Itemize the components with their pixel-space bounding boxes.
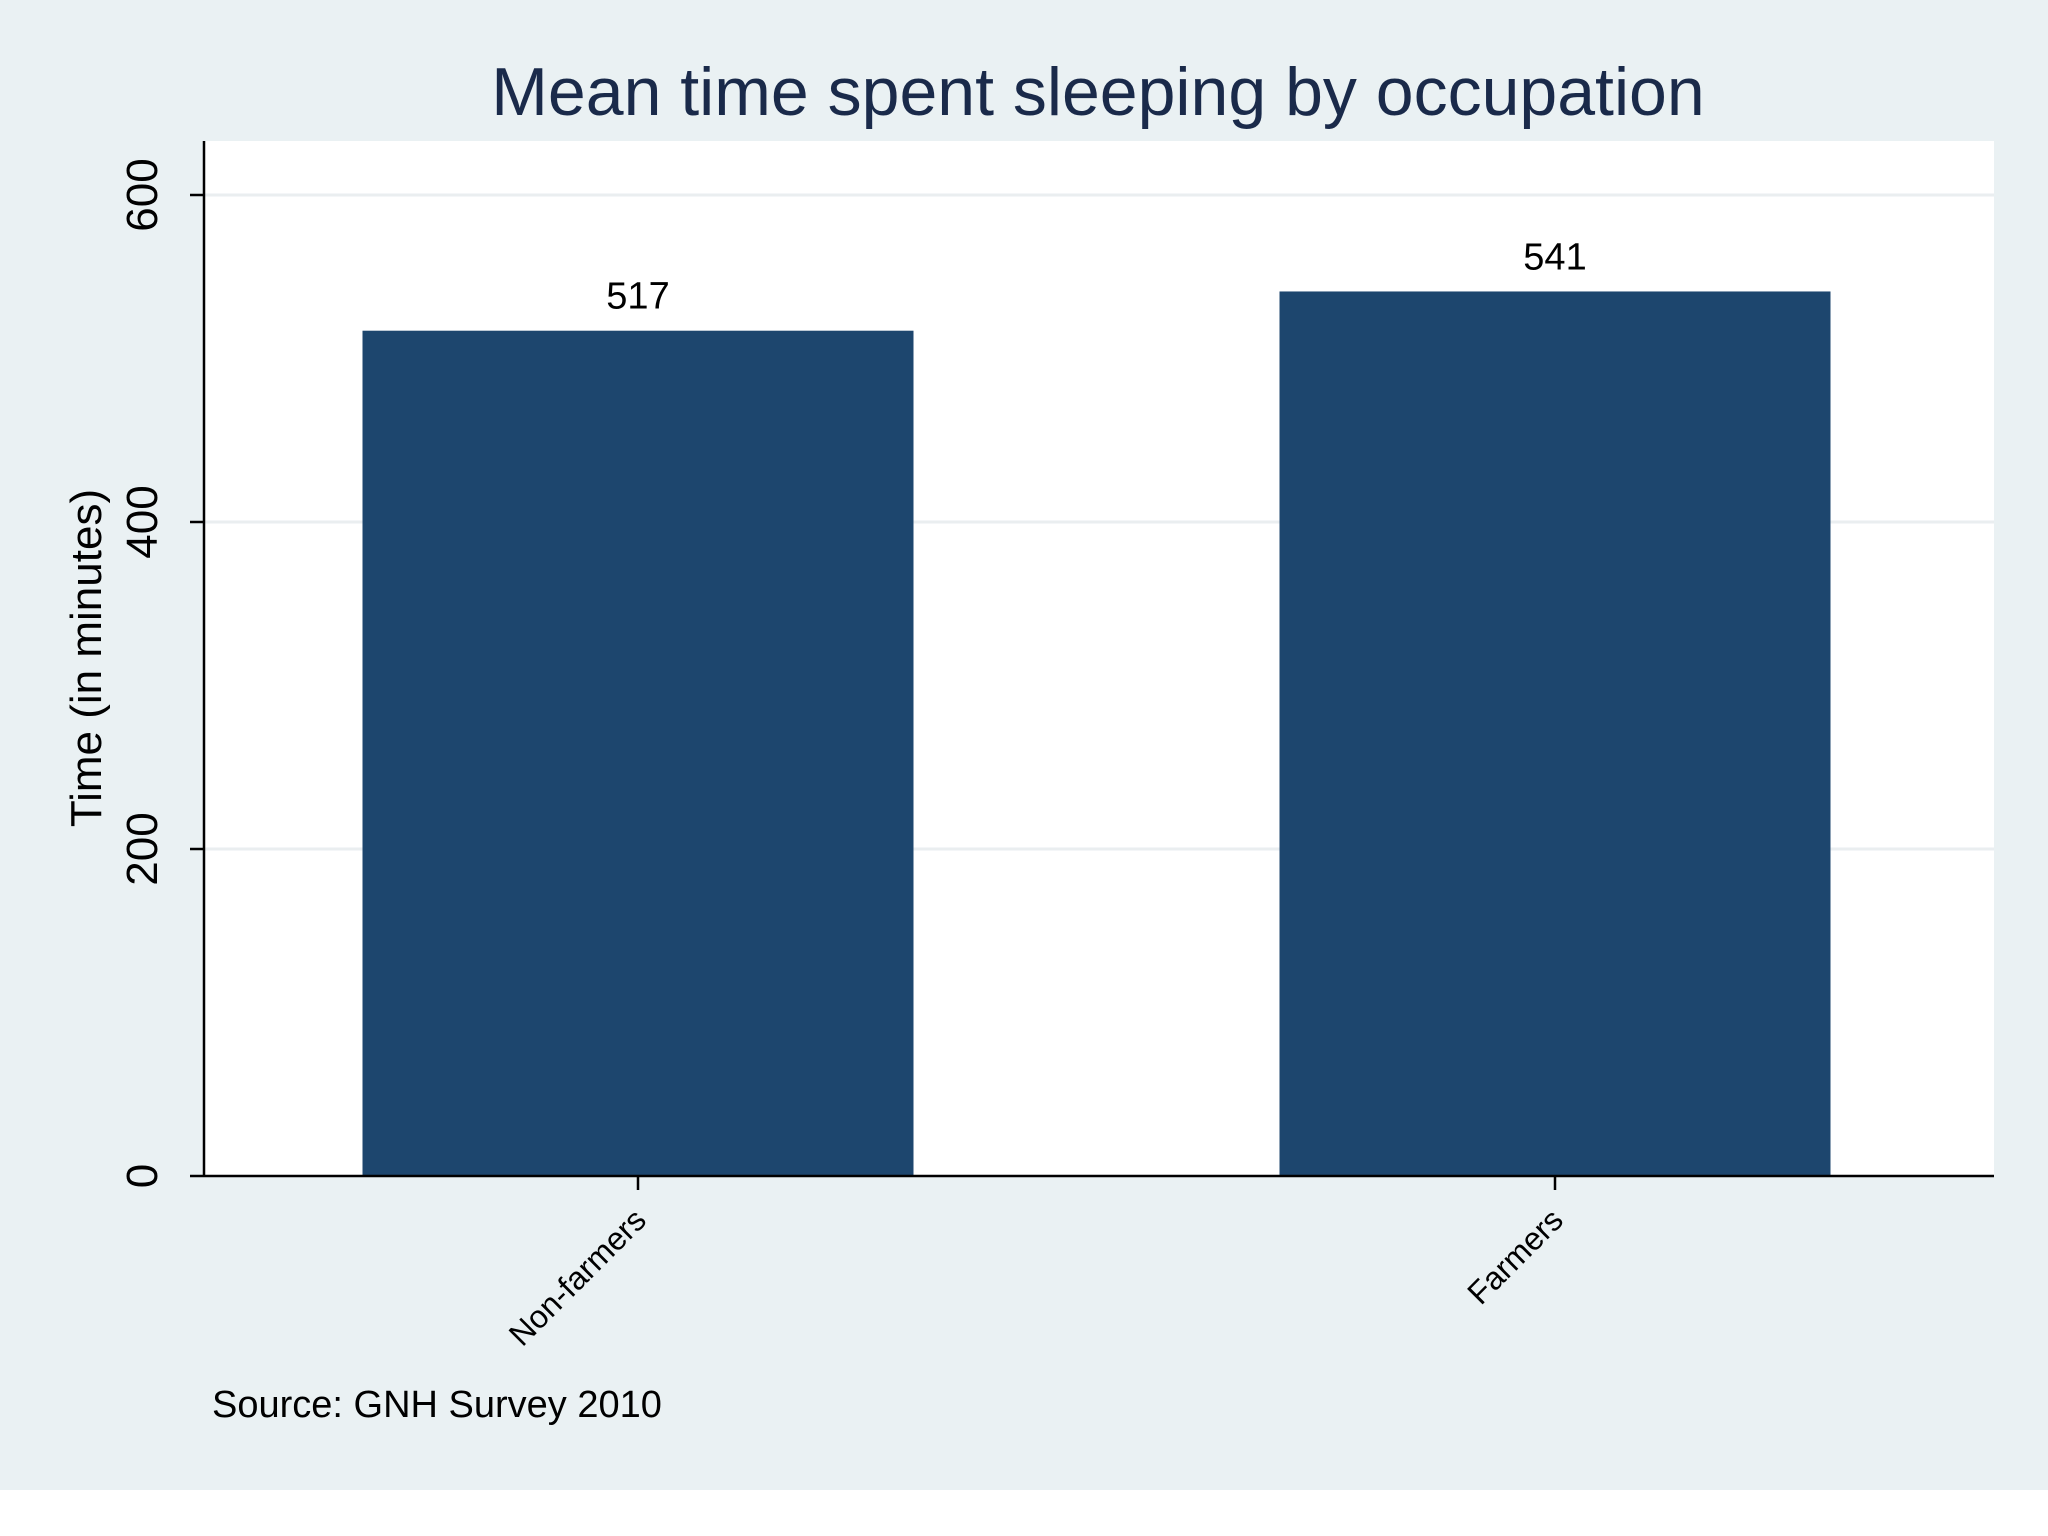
source-note: Source: GNH Survey 2010: [212, 1384, 662, 1426]
bar-non-farmers: [362, 330, 914, 1177]
data-label-farmers: 541: [1523, 236, 1586, 278]
y-tick-label-0: 0: [118, 1164, 167, 1188]
data-label-non-farmers: 517: [606, 276, 669, 318]
y-axis-label: Time (in minutes): [62, 489, 111, 827]
y-tick-label-400: 400: [118, 485, 167, 558]
y-ticks: 0 200 400 600: [118, 158, 204, 1188]
chart-title: Mean time spent sleeping by occupation: [491, 54, 1704, 130]
data-labels: 517 541: [606, 236, 1586, 317]
bar-farmers: [1279, 291, 1831, 1177]
bars: [362, 291, 1831, 1177]
y-tick-label-600: 600: [118, 158, 167, 231]
y-tick-label-200: 200: [118, 812, 167, 885]
